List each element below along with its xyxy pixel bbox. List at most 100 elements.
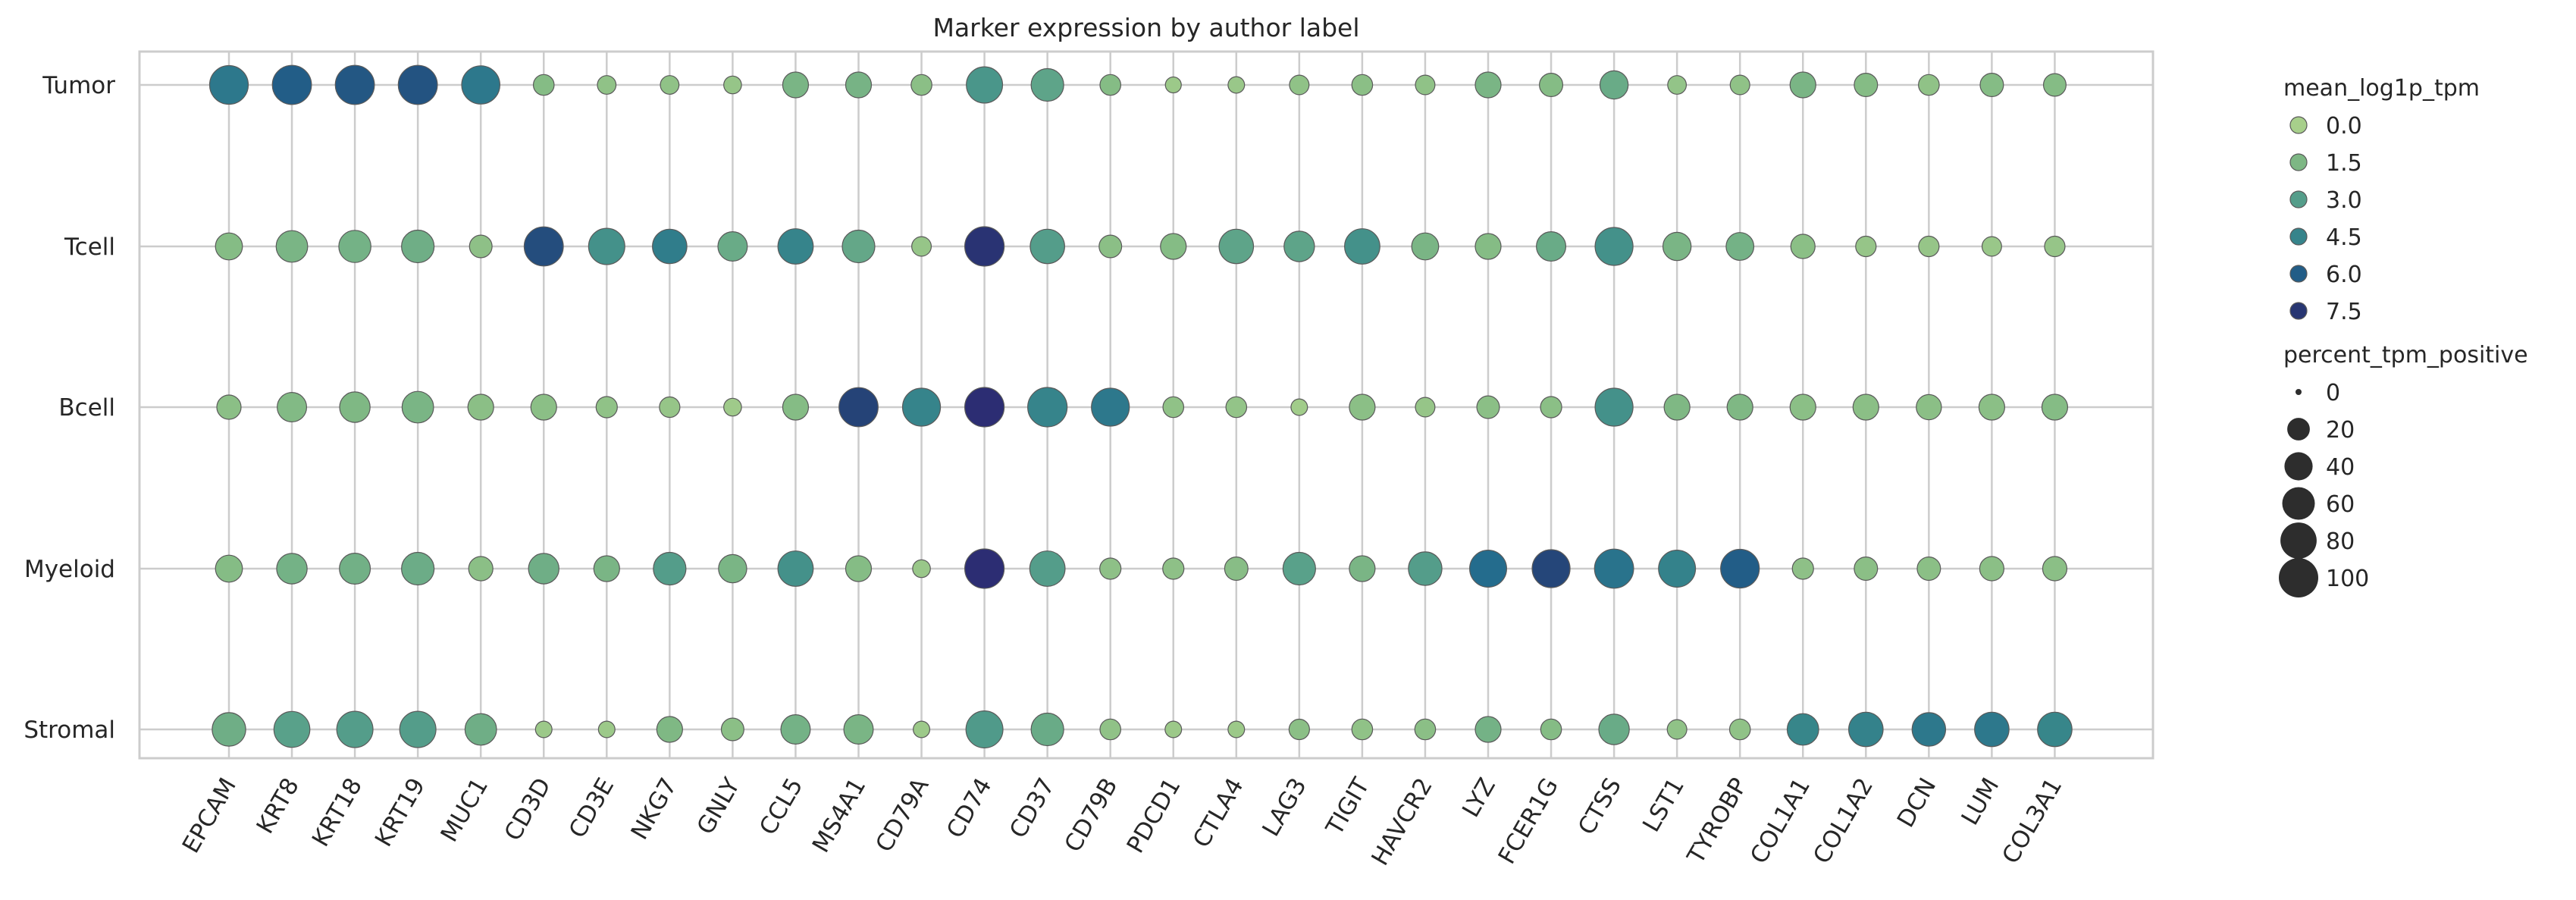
color-legend-label: 7.5 bbox=[2326, 299, 2362, 325]
dot-myeloid-lyz bbox=[1468, 549, 1507, 588]
size-legend-label: 80 bbox=[2326, 528, 2355, 555]
dot-tumor-cd3e bbox=[597, 75, 617, 95]
dot-bcell-col1a2 bbox=[1852, 394, 1879, 421]
dot-stromal-dcn bbox=[1911, 712, 1947, 747]
dot-stromal-lst1 bbox=[1666, 719, 1688, 740]
dot-bcell-col3a1 bbox=[2041, 394, 2069, 421]
dot-stromal-ms4a1 bbox=[843, 713, 874, 745]
dot-myeloid-cd3e bbox=[593, 555, 620, 582]
dot-stromal-cd3e bbox=[597, 720, 616, 739]
dot-stromal-lyz bbox=[1474, 716, 1502, 743]
dot-tumor-pdcd1 bbox=[1164, 76, 1182, 94]
dot-stromal-lum bbox=[1974, 711, 2010, 748]
dot-tcell-cd79a bbox=[911, 236, 932, 257]
dot-bcell-gnly bbox=[723, 397, 742, 417]
color-legend-title: mean_log1p_tpm bbox=[2283, 75, 2480, 102]
color-legend-marker bbox=[2289, 190, 2308, 209]
dot-myeloid-epcam bbox=[215, 554, 243, 583]
dot-stromal-cd3d bbox=[534, 720, 553, 739]
dot-tumor-ctla4 bbox=[1227, 76, 1246, 94]
dot-myeloid-ms4a1 bbox=[845, 555, 873, 582]
dot-myeloid-lag3 bbox=[1282, 551, 1316, 586]
color-legend-marker bbox=[2289, 302, 2308, 320]
dot-myeloid-dcn bbox=[1916, 556, 1941, 581]
dot-tcell-tyrobp bbox=[1725, 232, 1755, 261]
dot-tcell-col1a2 bbox=[1855, 235, 1877, 258]
color-legend-items: 0.0 1.5 3.0 4.5 6.0 7.5 bbox=[2289, 113, 2362, 325]
dot-myeloid-pdcd1 bbox=[1162, 557, 1185, 580]
dot-stromal-krt18 bbox=[336, 710, 374, 748]
y-tick-label: Tumor bbox=[42, 72, 115, 99]
dot-tcell-krt18 bbox=[338, 230, 371, 263]
dot-tcell-krt8 bbox=[275, 230, 309, 263]
dot-bcell-cd74 bbox=[964, 387, 1005, 428]
size-legend-marker bbox=[2280, 522, 2317, 559]
dot-bcell-lyz bbox=[1476, 395, 1500, 419]
dot-stromal-col1a2 bbox=[1848, 711, 1884, 748]
dot-tcell-ctss bbox=[1594, 227, 1634, 266]
dot-bcell-cd79b bbox=[1091, 387, 1130, 427]
dot-bcell-krt8 bbox=[277, 391, 308, 422]
dot-tcell-cd37 bbox=[1029, 228, 1065, 265]
dot-tumor-krt18 bbox=[334, 64, 375, 105]
dot-bcell-pdcd1 bbox=[1162, 396, 1185, 419]
plot-dots bbox=[208, 64, 2073, 748]
dot-tcell-cd3e bbox=[588, 227, 625, 265]
plot-frame bbox=[138, 50, 2155, 760]
dot-myeloid-col1a1 bbox=[1791, 557, 1814, 580]
size-legend-items: 0 20 40 60 80 100 bbox=[2279, 380, 2369, 597]
dot-tumor-lag3 bbox=[1289, 74, 1310, 96]
dot-tumor-muc1 bbox=[461, 65, 501, 105]
dot-stromal-cd79b bbox=[1099, 718, 1121, 741]
color-legend-label: 1.5 bbox=[2326, 150, 2362, 177]
dot-tumor-ccl5 bbox=[782, 71, 810, 99]
y-tick-label: Tcell bbox=[64, 234, 115, 261]
dot-tumor-ms4a1 bbox=[845, 71, 873, 99]
dot-tcell-ctla4 bbox=[1218, 228, 1255, 265]
dot-tumor-nkg7 bbox=[660, 75, 680, 95]
dot-stromal-krt19 bbox=[399, 710, 437, 748]
dot-tcell-lyz bbox=[1474, 233, 1502, 260]
dot-bcell-col1a1 bbox=[1789, 394, 1816, 421]
dot-tcell-muc1 bbox=[469, 234, 493, 259]
dot-tcell-cd74 bbox=[964, 226, 1005, 267]
dot-tumor-havcr2 bbox=[1415, 74, 1436, 96]
dot-bcell-cd3d bbox=[530, 394, 557, 421]
dot-stromal-lag3 bbox=[1288, 718, 1310, 741]
dot-tumor-cd37 bbox=[1030, 67, 1064, 102]
size-legend-marker bbox=[2279, 558, 2318, 597]
size-legend-marker bbox=[2282, 487, 2315, 520]
dot-myeloid-cd79b bbox=[1099, 557, 1122, 580]
dot-tumor-col1a1 bbox=[1789, 71, 1816, 99]
dot-bcell-lst1 bbox=[1663, 394, 1691, 421]
y-axis-tick-labels: Tumor Tcell Bcell Myeloid Stromal bbox=[24, 72, 115, 744]
dot-tumor-epcam bbox=[208, 64, 249, 105]
dot-stromal-col1a1 bbox=[1786, 713, 1819, 746]
dot-tcell-tigit bbox=[1343, 228, 1380, 265]
dot-stromal-fcer1g bbox=[1540, 718, 1562, 741]
color-legend-marker bbox=[2289, 265, 2308, 283]
dot-tcell-lum bbox=[1981, 236, 2002, 257]
dot-bcell-ccl5 bbox=[782, 394, 810, 421]
dot-tcell-col3a1 bbox=[2044, 235, 2066, 258]
dot-myeloid-ctla4 bbox=[1224, 556, 1249, 581]
dot-stromal-havcr2 bbox=[1414, 718, 1437, 741]
dot-bcell-epcam bbox=[216, 394, 242, 420]
size-legend-title: percent_tpm_positive bbox=[2283, 342, 2528, 368]
dot-myeloid-ctss bbox=[1594, 548, 1634, 589]
dot-bcell-krt18 bbox=[339, 391, 371, 423]
dot-bcell-ctss bbox=[1594, 387, 1634, 427]
dot-myeloid-tyrobp bbox=[1720, 548, 1760, 589]
dot-stromal-ctss bbox=[1598, 713, 1630, 745]
dot-myeloid-krt19 bbox=[401, 551, 435, 586]
dot-myeloid-fcer1g bbox=[1531, 549, 1571, 588]
dot-tcell-cd79b bbox=[1098, 234, 1123, 259]
dot-bcell-fcer1g bbox=[1540, 396, 1562, 419]
dot-tumor-ctss bbox=[1599, 70, 1629, 100]
dot-stromal-krt8 bbox=[273, 710, 311, 748]
dot-bcell-havcr2 bbox=[1415, 397, 1436, 418]
dot-stromal-col3a1 bbox=[2037, 711, 2073, 748]
color-legend-label: 3.0 bbox=[2326, 187, 2362, 214]
dot-bcell-dcn bbox=[1916, 394, 1942, 421]
